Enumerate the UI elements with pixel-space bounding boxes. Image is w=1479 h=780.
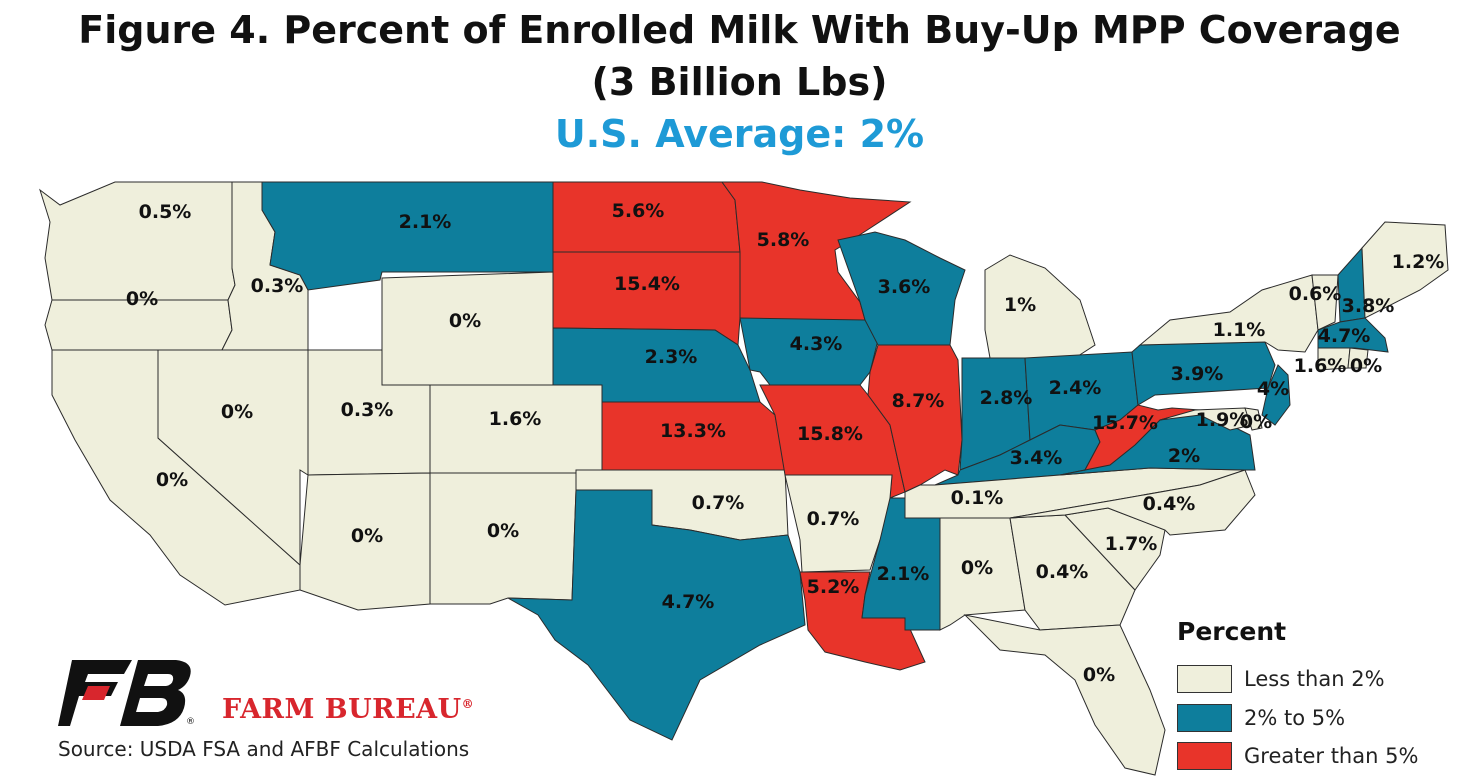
- state-label-ny: 1.1%: [1213, 319, 1266, 341]
- state-label-va: 2%: [1168, 445, 1200, 467]
- state-label-al: 0%: [961, 557, 993, 579]
- state-label-wv: 15.7%: [1092, 412, 1158, 434]
- farm-bureau-logo-mark: ®: [58, 660, 198, 730]
- legend-item-mid: 2% to 5%: [1177, 703, 1345, 733]
- state-label-or: 0%: [126, 288, 158, 310]
- state-label-in: 2.8%: [980, 387, 1033, 409]
- state-label-ks: 13.3%: [660, 420, 726, 442]
- legend-label-low: Less than 2%: [1244, 667, 1385, 691]
- state-label-wi: 3.6%: [878, 276, 931, 298]
- state-vt: [1311, 274, 1339, 331]
- state-label-me: 1.2%: [1392, 251, 1445, 273]
- state-label-la: 5.2%: [807, 576, 860, 598]
- state-label-ok: 0.7%: [692, 492, 745, 514]
- state-label-oh: 2.4%: [1049, 377, 1102, 399]
- farm-bureau-logo-text: FARM BUREAU®: [222, 694, 474, 725]
- legend-swatch-mid: [1177, 704, 1232, 732]
- state-label-nm: 0%: [487, 520, 519, 542]
- state-label-sd: 15.4%: [614, 273, 680, 295]
- state-label-nj: 4%: [1257, 378, 1289, 400]
- logo-text: FARM BUREAU: [222, 694, 462, 725]
- state-label-vt: 0.6%: [1289, 283, 1342, 305]
- state-wv: [1084, 404, 1201, 471]
- state-label-wa: 0.5%: [139, 201, 192, 223]
- state-label-fl: 0%: [1083, 664, 1115, 686]
- state-label-ne: 2.3%: [645, 346, 698, 368]
- state-label-co: 1.6%: [489, 408, 542, 430]
- state-mi: [984, 254, 1096, 359]
- legend-item-low: Less than 2%: [1177, 664, 1385, 694]
- legend-label-high: Greater than 5%: [1244, 744, 1419, 768]
- state-label-ma: 4.7%: [1318, 325, 1371, 347]
- state-tx: [507, 489, 806, 741]
- legend-label-mid: 2% to 5%: [1244, 706, 1346, 730]
- figure-title: Figure 4. Percent of Enrolled Milk With …: [78, 8, 1401, 52]
- state-label-nc: 0.4%: [1143, 493, 1196, 515]
- state-label-de: 0%: [1240, 411, 1272, 433]
- state-wa: [39, 181, 236, 301]
- state-mn: [721, 181, 912, 323]
- logo-registered-mark: ®: [461, 697, 475, 711]
- legend-title: Percent: [1177, 617, 1287, 646]
- state-label-tn: 0.1%: [951, 487, 1004, 509]
- state-de: [1244, 407, 1263, 431]
- state-wi: [837, 231, 966, 346]
- legend-swatch-low: [1177, 665, 1232, 693]
- state-label-sc: 1.7%: [1105, 533, 1158, 555]
- legend-swatch-high: [1177, 742, 1232, 770]
- state-label-ga: 0.4%: [1036, 561, 1089, 583]
- state-label-ms: 2.1%: [877, 563, 930, 585]
- state-label-ky: 3.4%: [1010, 447, 1063, 469]
- state-label-md: 1.9%: [1196, 409, 1249, 431]
- registered-mark: ®: [186, 717, 195, 726]
- state-label-az: 0%: [351, 525, 383, 547]
- state-label-id: 0.3%: [251, 275, 304, 297]
- state-label-ct: 1.6%: [1294, 355, 1347, 377]
- state-label-ut: 0.3%: [341, 399, 394, 421]
- legend-item-high: Greater than 5%: [1177, 741, 1418, 771]
- state-label-nv: 0%: [221, 401, 253, 423]
- state-label-ar: 0.7%: [807, 508, 860, 530]
- state-label-tx: 4.7%: [662, 591, 715, 613]
- state-label-mi: 1%: [1004, 294, 1036, 316]
- figure-title-line2: (3 Billion Lbs): [591, 60, 888, 104]
- state-label-mt: 2.1%: [399, 211, 452, 233]
- state-nj: [1261, 364, 1291, 426]
- source-note: Source: USDA FSA and AFBF Calculations: [58, 737, 470, 761]
- state-label-wy: 0%: [449, 310, 481, 332]
- state-label-mo: 15.8%: [797, 423, 863, 445]
- state-label-pa: 3.9%: [1171, 363, 1224, 385]
- state-nc: [1009, 469, 1256, 536]
- state-label-mn: 5.8%: [757, 229, 810, 251]
- state-label-ca: 0%: [156, 469, 188, 491]
- state-label-il: 8.7%: [892, 390, 945, 412]
- state-ri: [1347, 347, 1369, 369]
- state-label-ri: 0%: [1350, 355, 1382, 377]
- state-fl: [963, 614, 1166, 776]
- state-label-nd: 5.6%: [612, 200, 665, 222]
- state-label-ia: 4.3%: [790, 333, 843, 355]
- us-average-subtitle: U.S. Average: 2%: [554, 112, 925, 156]
- state-label-nh: 3.8%: [1342, 295, 1395, 317]
